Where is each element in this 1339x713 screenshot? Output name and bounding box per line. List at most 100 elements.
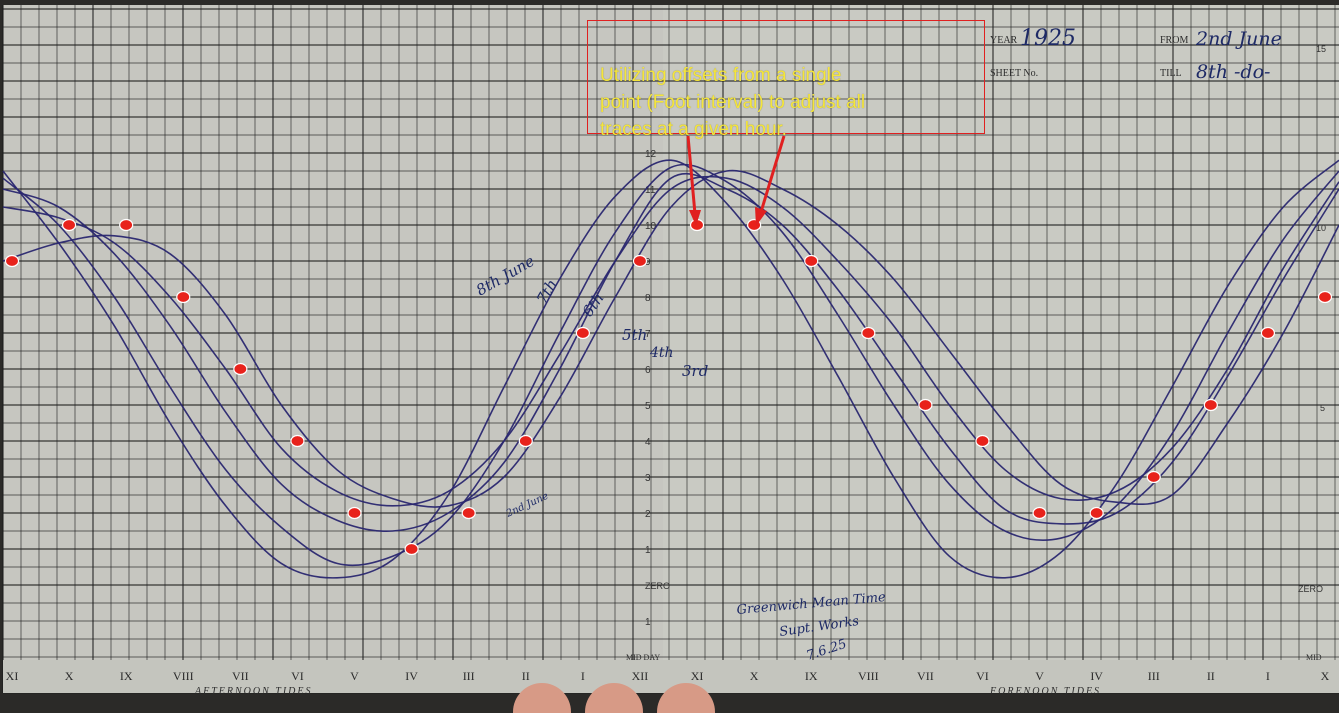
x-tick-label: XII — [632, 669, 649, 683]
y-tick-label: ZERO — [645, 581, 670, 591]
x-tick-label: XI — [6, 669, 19, 683]
x-tick-label: VIII — [173, 669, 194, 683]
year-value: 1925 — [1020, 26, 1076, 51]
midday-label: MID DAY — [626, 653, 660, 662]
tide-trace-1 — [2, 175, 1339, 507]
tide-trace-0 — [2, 169, 1339, 508]
x-tick-label: IX — [805, 669, 818, 683]
tide-trace-3 — [2, 163, 1339, 567]
y-tick-label: 5 — [645, 401, 651, 412]
foot-interval-marker — [1203, 398, 1218, 412]
y-axis: 12 11 10 9 8 7 6 5 4 3 2 1 ZERO 1 — [645, 149, 670, 628]
foot-interval-marker — [518, 434, 533, 448]
from-value: 2nd June — [1195, 28, 1282, 50]
x-tick-label: I — [581, 669, 585, 683]
zero-right-label: ZERO — [1298, 584, 1323, 594]
foot-interval-marker — [233, 362, 248, 376]
y-tick-label: 8 — [645, 293, 651, 304]
foot-interval-marker — [176, 290, 191, 304]
y-tick-label: 11 — [645, 185, 656, 196]
y-tick-label: 1 — [645, 545, 651, 556]
arrow-left-head — [689, 210, 701, 226]
right-tick-5: 5 — [1320, 403, 1325, 413]
foot-interval-marker — [804, 254, 819, 268]
x-tick-label: VIII — [858, 669, 879, 683]
arrow-right — [759, 135, 786, 213]
paper-background — [3, 5, 1339, 693]
foot-interval-marker — [404, 542, 419, 556]
foot-interval-marker — [575, 326, 590, 340]
x-tick-label: V — [350, 669, 359, 683]
afternoon-tides-label: AFTERNOON TIDES — [194, 686, 313, 697]
y-tick-label: 12 — [645, 149, 657, 160]
hand-fingertips — [505, 683, 735, 713]
foot-interval-marker — [861, 326, 876, 340]
x-tick-label: VI — [976, 669, 989, 683]
tide-trace-2 — [2, 173, 1339, 533]
y-tick-label: 3 — [645, 473, 651, 484]
tide-traces — [2, 159, 1339, 579]
trace-label-3rd: 3rd — [682, 362, 708, 380]
sheet-number-label: SHEET No. — [990, 68, 1038, 79]
foot-interval-marker — [918, 398, 933, 412]
x-tick-label: IV — [405, 669, 418, 683]
arrow-right-head — [755, 207, 767, 226]
foot-interval-marker — [61, 218, 77, 232]
x-tick-label: VII — [917, 669, 934, 683]
foot-interval-marker — [119, 218, 134, 232]
till-label: TILL — [1160, 68, 1182, 79]
foot-interval-marker — [290, 434, 305, 448]
annotation-text: Utilizing offsets from a single point (F… — [600, 65, 866, 140]
till-value: 8th -do- — [1196, 61, 1270, 83]
forenoon-tides-label: FORENOON TIDES — [989, 686, 1101, 697]
x-tick-label: III — [463, 669, 475, 683]
foot-interval-marker — [632, 254, 648, 268]
foot-interval-marker — [461, 506, 476, 520]
y-tick-label: 1 — [645, 617, 651, 628]
x-tick-label: XI — [691, 669, 704, 683]
y-tick-label: 7 — [645, 329, 651, 340]
fingertip — [585, 683, 643, 713]
right-tick-10: 10 — [1316, 223, 1326, 233]
foot-interval-marker — [1032, 506, 1047, 520]
x-tick-label: VI — [291, 669, 304, 683]
foot-interval-marker — [4, 254, 20, 268]
x-tick-label: VII — [232, 669, 249, 683]
foot-interval-marker — [1317, 290, 1333, 304]
y-tick-label: 10 — [645, 221, 657, 232]
y-tick-label: 9 — [645, 257, 651, 268]
foot-interval-markers — [4, 218, 1333, 556]
trace-label-4th: 4th — [649, 345, 674, 361]
y-tick-label: 6 — [645, 365, 651, 376]
x-tick-label: II — [1207, 669, 1215, 683]
trace-label-5th: 5th — [622, 326, 647, 344]
x-tick-label: X — [65, 669, 74, 683]
year-label: YEAR — [990, 35, 1018, 46]
foot-interval-marker — [1146, 470, 1161, 484]
fingertip — [513, 683, 571, 713]
x-tick-label: III — [1148, 669, 1160, 683]
foot-interval-marker — [347, 506, 362, 520]
x-tick-label: II — [522, 669, 530, 683]
y-tick-labels: 12 11 10 9 8 7 6 5 4 3 2 1 ZERO 1 — [645, 149, 670, 628]
x-tick-label: V — [1035, 669, 1044, 683]
corner-mark: 15 — [1316, 44, 1326, 54]
foot-interval-marker — [1260, 326, 1276, 340]
tide-trace-4 — [2, 159, 1339, 579]
sheet-header: YEAR 1925 FROM 2nd June SHEET No. TILL 8… — [990, 26, 1326, 594]
from-label: FROM — [1160, 35, 1188, 46]
x-tick-label: IV — [1090, 669, 1103, 683]
x-tick-label: X — [1321, 669, 1330, 683]
midday-right-label: MID — [1306, 653, 1322, 662]
annotation-callout: Utilizing offsets from a single point (F… — [587, 20, 985, 140]
x-tick-label: I — [1266, 669, 1270, 683]
x-tick-label: IX — [120, 669, 133, 683]
arrow-left — [686, 135, 697, 215]
y-tick-label: 2 — [645, 509, 651, 520]
annotation-arrows — [686, 135, 786, 226]
foot-interval-marker — [975, 434, 990, 448]
foot-interval-marker — [1089, 506, 1104, 520]
x-tick-label: X — [750, 669, 759, 683]
